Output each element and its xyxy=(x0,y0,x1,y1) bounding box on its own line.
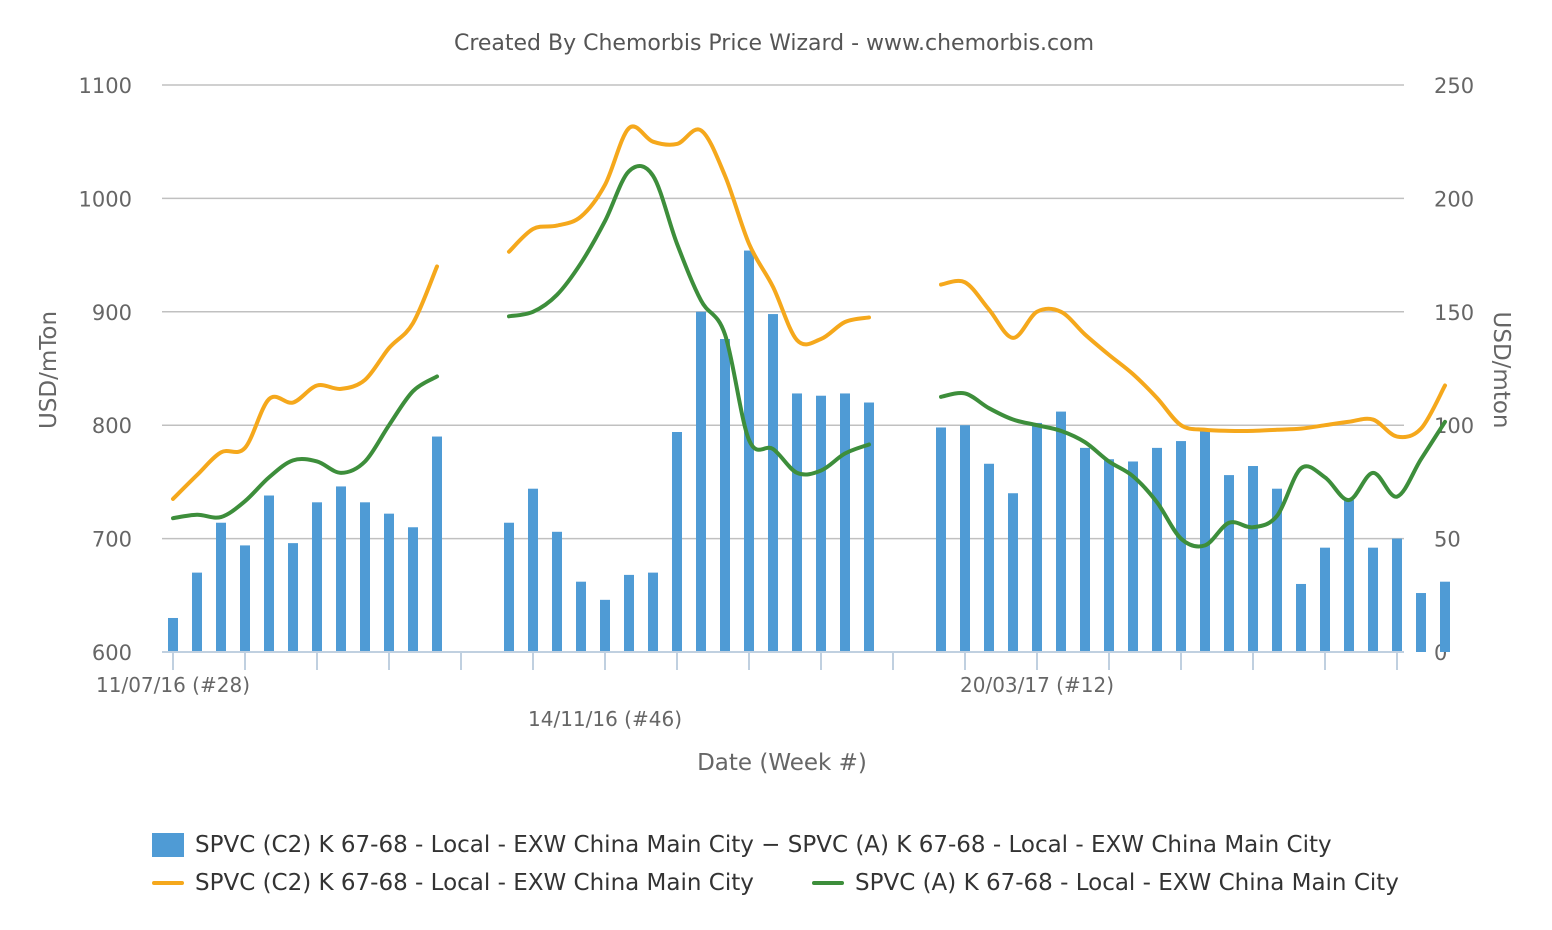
a-price-line xyxy=(171,374,439,521)
y-tick-label-right: 200 xyxy=(1434,187,1474,211)
legend-item-c2[interactable]: SPVC (C2) K 67-68 - Local - EXW China Ma… xyxy=(152,870,754,896)
bar xyxy=(720,339,730,652)
y-tick-label-right: 150 xyxy=(1434,301,1474,325)
bar xyxy=(1344,500,1354,652)
legend-swatch-a xyxy=(812,881,844,885)
y-tick-label-left: 1100 xyxy=(79,74,132,98)
bar xyxy=(1272,488,1282,652)
bar xyxy=(360,502,370,652)
bar xyxy=(1176,441,1186,652)
bar xyxy=(1296,583,1306,652)
bar xyxy=(1440,581,1450,652)
bar xyxy=(960,425,970,652)
legend-label-a: SPVC (A) K 67-68 - Local - EXW China Mai… xyxy=(855,870,1399,896)
bar xyxy=(1200,429,1210,652)
bar xyxy=(600,599,610,652)
bar xyxy=(1320,547,1330,652)
bar xyxy=(696,311,706,652)
x-axis-label: Date (Week #) xyxy=(697,750,867,776)
bar xyxy=(1152,447,1162,652)
bar xyxy=(312,502,322,652)
bar xyxy=(1224,475,1234,652)
a-price-line xyxy=(507,164,871,477)
y-tick-label-left: 900 xyxy=(92,301,132,325)
bar xyxy=(1008,493,1018,652)
bar xyxy=(1128,461,1138,652)
x-tick-label: 11/07/16 (#28) xyxy=(96,673,250,697)
bar xyxy=(840,393,850,652)
bar xyxy=(504,522,514,652)
bar xyxy=(648,572,658,652)
bar xyxy=(168,617,178,652)
y-tick-label-right: 250 xyxy=(1434,74,1474,98)
bar xyxy=(336,486,346,652)
y-tick-label-left: 600 xyxy=(92,641,132,665)
bar xyxy=(528,488,538,652)
bar xyxy=(384,513,394,652)
y-axis-label-right: USD/mton xyxy=(1488,312,1514,429)
bar-series xyxy=(168,250,1450,652)
bar xyxy=(408,527,418,652)
c2-price-line xyxy=(939,278,1447,440)
legend-swatch-c2 xyxy=(152,881,184,885)
legend-label-c2: SPVC (C2) K 67-68 - Local - EXW China Ma… xyxy=(195,870,754,896)
legend-swatch-bar xyxy=(152,833,184,857)
bar xyxy=(768,314,778,652)
y-tick-label-right: 50 xyxy=(1434,528,1461,552)
legend-item-a[interactable]: SPVC (A) K 67-68 - Local - EXW China Mai… xyxy=(812,870,1399,896)
c2-price-line xyxy=(507,124,871,347)
legend-item-bar[interactable]: SPVC (C2) K 67-68 - Local - EXW China Ma… xyxy=(152,832,1332,858)
y-tick-label-left: 800 xyxy=(92,414,132,438)
bar xyxy=(864,402,874,652)
bar xyxy=(936,427,946,652)
bar xyxy=(672,432,682,652)
bar xyxy=(984,463,994,652)
y-axis-label-left: USD/mTon xyxy=(36,311,62,429)
bar xyxy=(288,543,298,652)
x-axis: 11/07/16 (#28) 14/11/16 (#46) 20/03/17 (#1… xyxy=(96,651,1404,731)
bar xyxy=(816,395,826,652)
bar xyxy=(1368,547,1378,652)
bar xyxy=(1416,593,1426,652)
bar xyxy=(1392,538,1402,652)
left-axis-ticks: 600 700 800 900 1000 1100 xyxy=(79,74,132,665)
bar xyxy=(216,522,226,652)
bar xyxy=(240,545,250,652)
bar xyxy=(576,581,586,652)
chart-title: Created By Chemorbis Price Wizard - www.… xyxy=(454,31,1094,56)
bar xyxy=(744,250,754,652)
bar xyxy=(1248,466,1258,652)
bar xyxy=(1080,447,1090,652)
bar xyxy=(432,436,442,652)
c2-price-line xyxy=(171,264,439,501)
bar xyxy=(552,531,562,652)
legend-label-bar: SPVC (C2) K 67-68 - Local - EXW China Ma… xyxy=(195,832,1332,858)
x-tick-label: 20/03/17 (#12) xyxy=(960,673,1114,697)
bar xyxy=(264,495,274,652)
bar xyxy=(1032,422,1042,652)
line-series xyxy=(171,124,1447,549)
bar xyxy=(192,572,202,652)
a-price-line xyxy=(939,391,1447,549)
x-tick-label: 14/11/16 (#46) xyxy=(528,707,682,731)
y-tick-label-left: 1000 xyxy=(79,187,132,211)
bar xyxy=(624,574,634,652)
y-tick-label-left: 700 xyxy=(92,528,132,552)
bar xyxy=(792,393,802,652)
bar xyxy=(1104,459,1114,652)
bar xyxy=(1056,411,1066,652)
